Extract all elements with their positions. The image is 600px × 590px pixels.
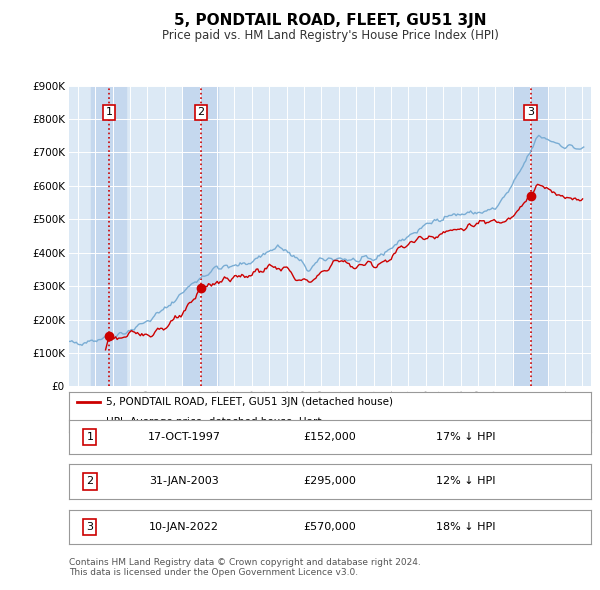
Text: £295,000: £295,000	[304, 477, 356, 486]
Text: 2: 2	[86, 477, 94, 486]
Text: 5, PONDTAIL ROAD, FLEET, GU51 3JN: 5, PONDTAIL ROAD, FLEET, GU51 3JN	[174, 13, 486, 28]
Text: 18% ↓ HPI: 18% ↓ HPI	[436, 522, 496, 532]
Bar	[184, 86, 218, 386]
Bar	[513, 86, 548, 386]
Text: 31-JAN-2003: 31-JAN-2003	[149, 477, 219, 486]
Text: £570,000: £570,000	[304, 522, 356, 532]
Text: HPI: Average price, detached house, Hart: HPI: Average price, detached house, Hart	[106, 417, 321, 427]
Text: 17% ↓ HPI: 17% ↓ HPI	[436, 432, 496, 442]
Text: Price paid vs. HM Land Registry's House Price Index (HPI): Price paid vs. HM Land Registry's House …	[161, 29, 499, 42]
Text: £152,000: £152,000	[304, 432, 356, 442]
Text: Contains HM Land Registry data © Crown copyright and database right 2024.
This d: Contains HM Land Registry data © Crown c…	[69, 558, 421, 577]
Bar	[91, 86, 126, 386]
Text: 10-JAN-2022: 10-JAN-2022	[149, 522, 219, 532]
Text: 3: 3	[527, 107, 534, 117]
Text: 1: 1	[86, 432, 94, 442]
Text: 3: 3	[86, 522, 94, 532]
Text: 1: 1	[106, 107, 112, 117]
Text: 17-OCT-1997: 17-OCT-1997	[148, 432, 220, 442]
Text: 2: 2	[197, 107, 205, 117]
Text: 12% ↓ HPI: 12% ↓ HPI	[436, 477, 496, 486]
Text: 5, PONDTAIL ROAD, FLEET, GU51 3JN (detached house): 5, PONDTAIL ROAD, FLEET, GU51 3JN (detac…	[106, 397, 392, 407]
